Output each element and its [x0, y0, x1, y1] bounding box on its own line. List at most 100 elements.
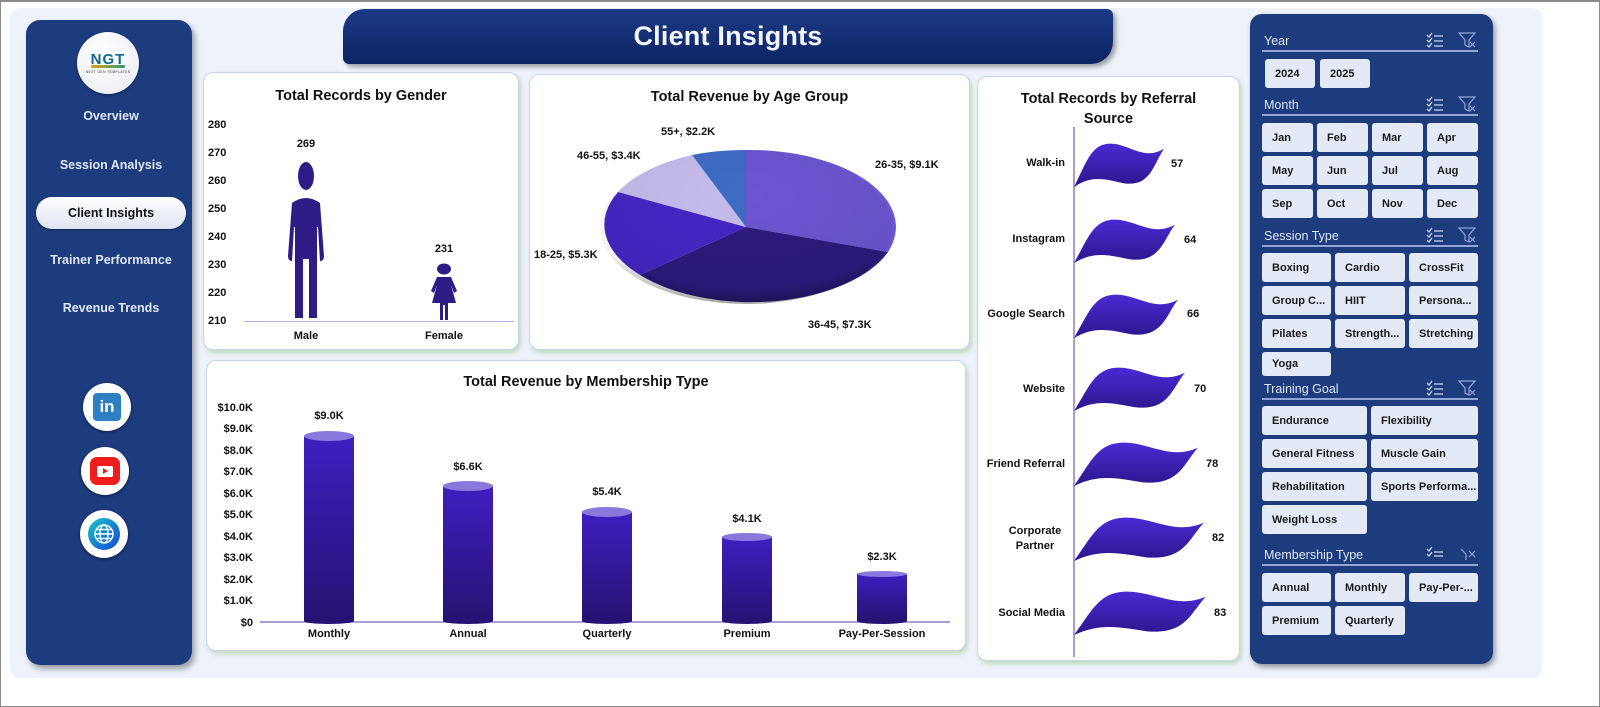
- chip-membership-pay-per-session[interactable]: Pay-Per-...: [1409, 573, 1478, 602]
- linkedin-button[interactable]: in: [83, 383, 131, 431]
- value-pay-per-session: $2.3K: [867, 551, 897, 563]
- chip-goal-general-fitness[interactable]: General Fitness: [1262, 439, 1367, 468]
- nav-session-analysis[interactable]: Session Analysis: [59, 158, 163, 172]
- age-group-chart-card: Total Revenue by Age Group 26-35, $9.1K …: [529, 74, 970, 350]
- female-label: Female: [425, 330, 463, 342]
- value-premium: $4.1K: [732, 513, 762, 525]
- page-header: Client Insights: [343, 9, 1113, 64]
- chip-session-boxing[interactable]: Boxing: [1262, 253, 1331, 282]
- chip-session-yoga[interactable]: Yoga: [1262, 352, 1331, 376]
- chip-month-jun[interactable]: Jun: [1317, 156, 1368, 185]
- y-tick: $2.0K: [223, 574, 253, 586]
- value-walk-in: 57: [1171, 158, 1184, 170]
- slicer-year-header: Year: [1262, 32, 1478, 52]
- chip-session-pilates[interactable]: Pilates: [1262, 319, 1331, 348]
- value-google-search: 66: [1187, 308, 1200, 320]
- clear-filter-icon[interactable]: [1458, 96, 1476, 112]
- male-figure-icon: [288, 162, 324, 318]
- bar-premium: [722, 533, 772, 624]
- multi-select-icon[interactable]: [1426, 96, 1444, 112]
- multi-select-icon[interactable]: [1426, 227, 1444, 243]
- chip-goal-flexibility[interactable]: Flexibility: [1371, 406, 1478, 435]
- chip-goal-muscle-gain[interactable]: Muscle Gain: [1371, 439, 1478, 468]
- youtube-button[interactable]: [81, 447, 129, 495]
- youtube-icon: [90, 457, 120, 485]
- chip-month-may[interactable]: May: [1262, 156, 1313, 185]
- slicer-year-label: Year: [1264, 34, 1290, 48]
- chip-month-aug[interactable]: Aug: [1427, 156, 1478, 185]
- x-axis-line: [244, 321, 514, 322]
- chip-goal-endurance[interactable]: Endurance: [1262, 406, 1367, 435]
- nav-client-insights[interactable]: Client Insights: [36, 197, 186, 229]
- chip-membership-annual[interactable]: Annual: [1262, 573, 1331, 602]
- y-tick: 260: [208, 175, 227, 187]
- clear-filter-icon[interactable]: [1458, 546, 1476, 562]
- chip-session-crossfit[interactable]: CrossFit: [1409, 253, 1478, 282]
- chip-year-2024[interactable]: 2024: [1265, 59, 1315, 88]
- y-tick: $8.0K: [223, 445, 253, 457]
- chip-session-personal[interactable]: Persona...: [1409, 286, 1478, 315]
- y-tick: 250: [208, 203, 227, 215]
- membership-chart-title: Total Revenue by Membership Type: [463, 374, 709, 390]
- y-tick: 220: [208, 287, 227, 299]
- slicer-membership-type-header: Membership Type: [1262, 546, 1478, 566]
- chip-session-cardio[interactable]: Cardio: [1335, 253, 1405, 282]
- chip-goal-weight-loss[interactable]: Weight Loss: [1262, 505, 1367, 534]
- chip-membership-monthly[interactable]: Monthly: [1335, 573, 1405, 602]
- chip-membership-premium[interactable]: Premium: [1262, 606, 1331, 635]
- clear-filter-icon[interactable]: [1458, 32, 1476, 48]
- multi-select-icon[interactable]: [1426, 380, 1444, 396]
- cat-google-search: Google Search: [987, 308, 1065, 320]
- chip-month-jul[interactable]: Jul: [1372, 156, 1423, 185]
- chip-membership-quarterly[interactable]: Quarterly: [1335, 606, 1405, 635]
- flag-corporate-partner: [1074, 517, 1204, 562]
- linkedin-icon: in: [93, 393, 121, 421]
- chip-month-mar[interactable]: Mar: [1372, 123, 1423, 152]
- chip-month-jan[interactable]: Jan: [1262, 123, 1313, 152]
- globe-icon: [88, 518, 120, 550]
- chip-session-strength[interactable]: Strength...: [1335, 319, 1405, 348]
- y-tick: 230: [208, 259, 227, 271]
- slicer-training-goal-header: Training Goal: [1262, 380, 1478, 400]
- website-button[interactable]: [80, 510, 128, 558]
- y-tick: $0: [240, 617, 253, 629]
- chip-goal-rehabilitation[interactable]: Rehabilitation: [1262, 472, 1367, 501]
- sidebar: NGT NEXT GEN TEMPLATES Overview Session …: [26, 20, 192, 665]
- y-tick: $6.0K: [223, 488, 253, 500]
- membership-bars: [304, 431, 907, 624]
- chip-month-sep[interactable]: Sep: [1262, 189, 1313, 218]
- clear-filter-icon[interactable]: [1458, 227, 1476, 243]
- chip-session-hiit[interactable]: HIIT: [1335, 286, 1405, 315]
- clear-filter-icon[interactable]: [1458, 380, 1476, 396]
- chip-month-oct[interactable]: Oct: [1317, 189, 1368, 218]
- chip-month-nov[interactable]: Nov: [1372, 189, 1423, 218]
- referral-chart-card: Total Records by Referral Source Walk-in…: [977, 76, 1240, 661]
- chip-month-apr[interactable]: Apr: [1427, 123, 1478, 152]
- y-tick: $7.0K: [223, 466, 253, 478]
- slicer-training-goal-label: Training Goal: [1264, 382, 1339, 396]
- nav-trainer-performance[interactable]: Trainer Performance: [50, 253, 172, 267]
- bar-monthly: [304, 431, 354, 624]
- multi-select-icon[interactable]: [1426, 32, 1444, 48]
- value-friend-referral: 78: [1206, 458, 1219, 470]
- cat-annual: Annual: [449, 628, 487, 640]
- chip-session-group-class[interactable]: Group C...: [1262, 286, 1331, 315]
- female-value: 231: [434, 243, 454, 255]
- female-figure-icon: [431, 263, 457, 320]
- nav-overview[interactable]: Overview: [83, 109, 139, 123]
- nav-revenue-trends[interactable]: Revenue Trends: [62, 301, 160, 315]
- chip-month-feb[interactable]: Feb: [1317, 123, 1368, 152]
- chip-year-2025[interactable]: 2025: [1320, 59, 1370, 88]
- cat-premium: Premium: [723, 628, 771, 640]
- flag-google-search: [1074, 294, 1178, 339]
- multi-select-icon[interactable]: [1426, 546, 1444, 562]
- chip-session-stretching[interactable]: Stretching: [1409, 319, 1478, 348]
- slicer-month-label: Month: [1264, 98, 1299, 112]
- chip-month-dec[interactable]: Dec: [1427, 189, 1478, 218]
- slicer-session-type-header: Session Type: [1262, 227, 1478, 247]
- flag-friend-referral: [1074, 442, 1198, 487]
- slicer-session-type-label: Session Type: [1264, 229, 1339, 243]
- bar-annual: [443, 481, 493, 624]
- flag-walk-in: [1074, 143, 1164, 188]
- chip-goal-sports-performance[interactable]: Sports Performa...: [1371, 472, 1478, 501]
